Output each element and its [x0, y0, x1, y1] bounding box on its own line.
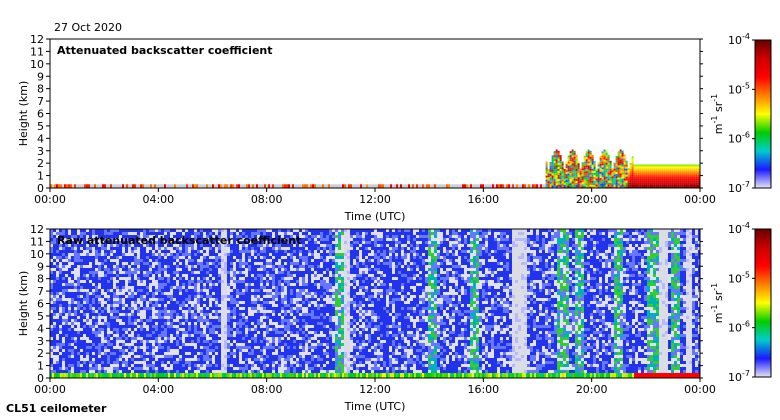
y-tick-label: 7: [37, 285, 44, 298]
y-tick-label: 12: [30, 33, 44, 46]
x-tick-label: 16:00: [467, 383, 499, 396]
colorbar-tick-label: 10-5: [728, 81, 750, 96]
x-tick-label: 20:00: [576, 383, 608, 396]
colorbar-tick-label: 10-6: [728, 131, 750, 146]
x-tick-label: 20:00: [576, 193, 608, 206]
y-tick-label: 6: [37, 298, 44, 311]
x-tick-label: 12:00: [359, 383, 391, 396]
y-tick-label: 5: [37, 310, 44, 323]
y-tick-label: 4: [37, 132, 44, 145]
heatmap-2: [50, 229, 700, 378]
date-label: 27 Oct 2020: [54, 21, 123, 34]
x-tick-label: 12:00: [359, 193, 391, 206]
y-tick-label: 0: [37, 182, 44, 195]
y-axis-label: Height (km): [17, 81, 30, 147]
x-axis-label: Time (UTC): [344, 400, 406, 413]
y-tick-label: 5: [37, 120, 44, 133]
colorbar-2: 10-4 10-5 10-6 10-7 m-1 sr-1: [710, 221, 772, 384]
y-tick-label: 3: [37, 145, 44, 158]
panel-title: Attenuated backscatter coefficient: [57, 44, 273, 57]
panel-title: Raw attenuated backscatter coefficient: [57, 234, 301, 247]
colorbar-1: 10-4 10-5 10-6 10-7 m-1 sr-1: [710, 32, 772, 195]
heatmap-1: [50, 149, 700, 188]
colorbar-tick-label: 10-7: [728, 369, 750, 384]
y-tick-label: 8: [37, 273, 44, 286]
x-axis-label: Time (UTC): [344, 210, 406, 223]
colorbar-gradient: [754, 39, 772, 189]
y-tick-label: 9: [37, 260, 44, 273]
y-axis-label: Height (km): [17, 271, 30, 337]
y-tick-label: 7: [37, 95, 44, 108]
y-tick-label: 4: [37, 322, 44, 335]
y-tick-label: 10: [30, 248, 44, 261]
y-tick-label: 6: [37, 108, 44, 121]
colorbar-gradient: [754, 228, 772, 378]
y-tick-label: 10: [30, 58, 44, 71]
x-tick-label: 16:00: [467, 193, 499, 206]
y-tick-label: 11: [30, 235, 44, 248]
y-tick-label: 0: [37, 372, 44, 385]
colorbar-tick-label: 10-6: [728, 320, 750, 335]
y-tick-label: 9: [37, 70, 44, 83]
y-tick-label: 2: [37, 157, 44, 170]
y-tick-label: 12: [30, 223, 44, 236]
x-tick-label: 08:00: [251, 193, 283, 206]
y-tick-label: 1: [37, 360, 44, 373]
y-tick-label: 2: [37, 347, 44, 360]
instrument-label: CL51 ceilometer: [6, 402, 107, 415]
x-tick-label: 08:00: [251, 383, 283, 396]
colorbar-tick-label: 10-4: [728, 32, 750, 47]
x-tick-label: 04:00: [142, 383, 174, 396]
colorbar-tick-label: 10-4: [728, 221, 750, 236]
y-tick-label: 3: [37, 335, 44, 348]
y-tick-label: 8: [37, 83, 44, 96]
x-tick-label: 00:00: [34, 193, 66, 206]
x-tick-label: 04:00: [142, 193, 174, 206]
colorbar-label: m-1 sr-1: [710, 94, 725, 134]
colorbar-tick-label: 10-5: [728, 270, 750, 285]
x-tick-label: 00:00: [34, 383, 66, 396]
y-tick-label: 11: [30, 45, 44, 58]
y-tick-label: 1: [37, 170, 44, 183]
colorbar-tick-label: 10-7: [728, 180, 750, 195]
x-tick-label: 00:00: [684, 383, 716, 396]
x-tick-label: 00:00: [684, 193, 716, 206]
colorbar-label: m-1 sr-1: [710, 283, 725, 323]
